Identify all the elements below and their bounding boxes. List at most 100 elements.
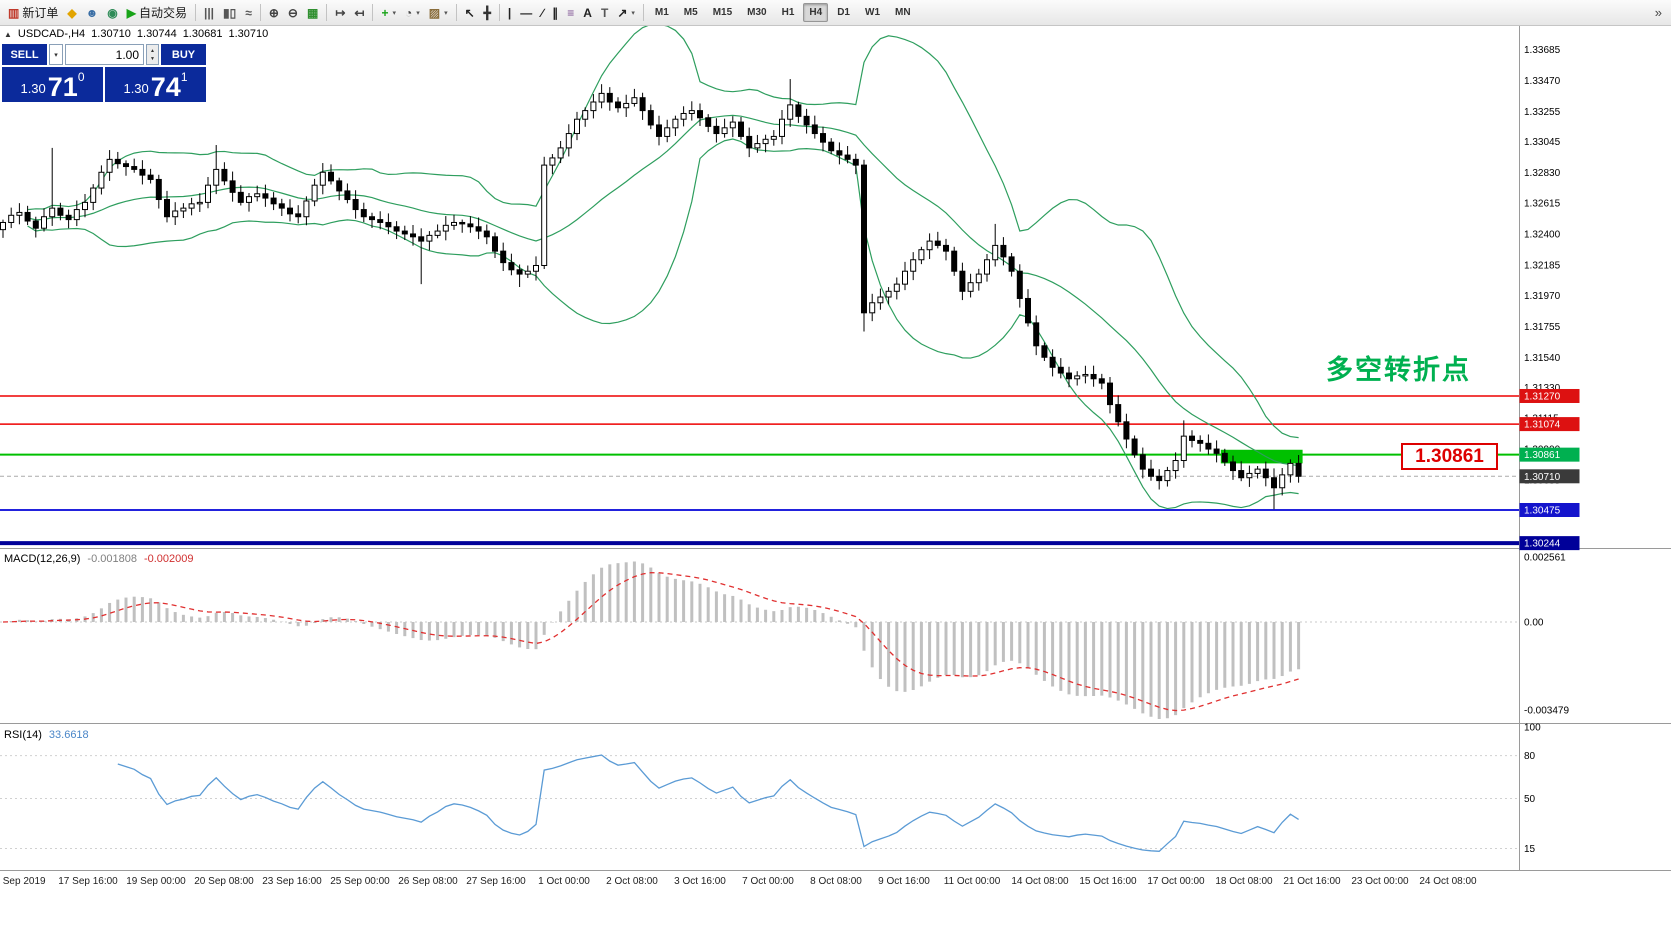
time-axis-label: 17 Oct 00:00 <box>1147 876 1205 887</box>
close-value: 1.30710 <box>228 28 269 40</box>
autotrading-button[interactable]: ▶ 自动交易 <box>123 3 191 23</box>
new-order-button[interactable]: ▥ 新订单 <box>4 3 62 23</box>
timeframe-h1[interactable]: H1 <box>781 7 795 18</box>
toolbar-separator <box>498 4 500 21</box>
bb-upper <box>27 26 1299 439</box>
horizontal-line-button[interactable]: — <box>516 3 536 23</box>
text-button[interactable]: A <box>579 3 596 23</box>
volume-spinner[interactable]: ▲ ▼ <box>146 44 159 65</box>
timeframe-m30[interactable]: M30 <box>747 7 767 18</box>
crosshair-button[interactable]: ╋ <box>480 3 495 23</box>
price-callout[interactable]: 1.30861 <box>1401 443 1498 470</box>
spinner-down-icon[interactable]: ▼ <box>150 55 155 62</box>
sell-price[interactable]: 1.30 71 0 <box>2 67 103 102</box>
collapse-arrow-icon[interactable]: ▲ <box>4 29 12 39</box>
toolbar-overflow-button[interactable]: » <box>1654 5 1662 20</box>
spinner-up-icon[interactable]: ▲ <box>150 47 155 54</box>
svg-text:1.31970: 1.31970 <box>1524 291 1561 302</box>
zoom-out-button[interactable]: ⊖ <box>284 3 302 23</box>
buy-button[interactable]: BUY <box>161 44 206 65</box>
channel-icon: ∥ <box>552 5 559 20</box>
line-chart-type-button[interactable]: ≈ <box>241 3 256 23</box>
periods-button[interactable]: ◔ ▾ <box>401 3 424 23</box>
toolbar-separator <box>642 4 644 21</box>
timeframe-h4[interactable]: H4 <box>803 3 829 22</box>
svg-text:0.00: 0.00 <box>1524 618 1544 629</box>
timeframe-w1[interactable]: W1 <box>865 7 880 18</box>
svg-text:1.32615: 1.32615 <box>1524 199 1561 210</box>
zoom-in-button[interactable]: ⊕ <box>265 3 283 23</box>
bb-lower <box>27 138 1299 510</box>
time-axis-label: 25 Sep 00:00 <box>330 876 390 887</box>
high-value: 1.30744 <box>136 28 177 40</box>
horizontal-lines[interactable] <box>0 395 1519 546</box>
data-window-icon: ☻ <box>85 5 99 20</box>
symbol-period-label: USDCAD-,H4 <box>17 28 86 40</box>
fibonacci-button[interactable]: ≡ <box>563 3 578 23</box>
timeframe-d1[interactable]: D1 <box>837 7 850 18</box>
highlight-rectangle[interactable] <box>1220 449 1303 464</box>
indicators-button[interactable]: + ▾ <box>377 3 400 23</box>
svg-text:1.33255: 1.33255 <box>1524 107 1561 118</box>
turning-point-annotation[interactable]: 多空转折点 <box>1326 355 1471 385</box>
candlestick-series <box>0 79 1302 510</box>
dropdown-arrow-icon[interactable]: ▾ <box>444 9 448 17</box>
timeframe-m1[interactable]: M1 <box>654 7 669 18</box>
svg-text:1.32185: 1.32185 <box>1524 260 1561 271</box>
vertical-line-icon: | <box>507 5 512 20</box>
autotrading-button-label: 自动交易 <box>138 6 187 20</box>
timeframe-m5[interactable]: M5 <box>683 7 698 18</box>
trendline-icon: ∕ <box>541 5 544 20</box>
time-axis-label: 1 Oct 00:00 <box>538 876 590 887</box>
navigator-icon: ◉ <box>107 5 118 20</box>
time-axis-label: 21 Oct 16:00 <box>1283 876 1341 887</box>
chart-shift-button[interactable]: ↤ <box>350 3 368 23</box>
trendline-button[interactable]: ∕ <box>537 3 547 23</box>
dropdown-arrow-icon[interactable]: ▾ <box>631 9 635 17</box>
label-button[interactable]: T <box>597 3 612 23</box>
toolbar-separator <box>372 4 374 21</box>
new-order-icon: ▥ <box>8 5 20 20</box>
price-badge-1.30244: 1.30244 <box>1524 539 1561 550</box>
timeframe-m15[interactable]: M15 <box>712 7 733 18</box>
text-icon: A <box>583 5 592 20</box>
data-window-button[interactable]: ☻ <box>82 3 103 23</box>
tile-windows-button[interactable]: ▦ <box>303 3 322 23</box>
arrows-button[interactable]: ↗ ▾ <box>613 3 639 23</box>
chart-canvas[interactable]: 1.33685 1.33470 1.33255 1.33045 1.32830 1.326… <box>0 26 1671 952</box>
svg-text:1.33685: 1.33685 <box>1524 45 1561 56</box>
new-order-button-label: 新订单 <box>22 6 59 20</box>
bar-chart-type-button[interactable]: ||| <box>200 3 218 23</box>
templates-button[interactable]: ▨ ▾ <box>425 3 452 23</box>
svg-text:1.31755: 1.31755 <box>1524 322 1561 333</box>
svg-text:1.31540: 1.31540 <box>1524 353 1561 364</box>
cursor-button[interactable]: ↖ <box>461 3 479 23</box>
navigator-button[interactable]: ◉ <box>103 3 121 23</box>
label-icon: T <box>600 5 609 20</box>
buy-price[interactable]: 1.30 74 1 <box>105 67 206 102</box>
open-value: 1.30710 <box>91 28 131 40</box>
time-axis-label: 6 Sep 2019 <box>0 876 46 887</box>
buy-price-point: 1 <box>180 70 188 84</box>
line-chart-type-icon: ≈ <box>245 5 252 20</box>
volume-dropdown[interactable]: ▾ <box>49 44 63 65</box>
metaeditor-button[interactable]: ◆ <box>63 3 80 23</box>
timeframe-mn[interactable]: MN <box>895 7 911 18</box>
chart-area[interactable]: 1.33685 1.33470 1.33255 1.33045 1.32830 1.326… <box>0 26 1671 952</box>
price-badge-1.30710: 1.30710 <box>1524 472 1561 483</box>
candlestick-chart-type-button[interactable]: ▮▯ <box>219 3 240 23</box>
dropdown-arrow-icon[interactable]: ▾ <box>392 9 396 17</box>
dropdown-arrow-icon[interactable]: ▾ <box>416 9 420 17</box>
time-axis[interactable]: 6 Sep 2019 17 Sep 16:00 19 Sep 00:00 20 Sep… <box>0 876 1477 887</box>
channel-button[interactable]: ∥ <box>548 3 562 23</box>
buy-price-figure: 1.30 <box>123 81 149 96</box>
volume-input[interactable]: 1.00 <box>65 44 144 65</box>
candlestick-chart-type-icon: ▮▯ <box>223 5 237 20</box>
toolbar: ▥ 新订单 ◆ ☻ ◉ ▶ 自动交易 ||| ▮▯ ≈ ⊕ ⊖ ▦ ↦ ↤ + ▾ ◔ ▾ ▨ ▾ ↖ ╋ | — ∕ ∥ ≡ A T ↗ ▾… <box>0 0 1671 26</box>
auto-scroll-button[interactable]: ↦ <box>331 3 349 23</box>
rsi-value: 33.6618 <box>48 729 89 741</box>
sell-button[interactable]: SELL <box>2 44 47 65</box>
time-axis-label: 20 Sep 08:00 <box>194 876 254 887</box>
time-axis-label: 24 Oct 08:00 <box>1419 876 1477 887</box>
vertical-line-button[interactable]: | <box>504 3 515 23</box>
